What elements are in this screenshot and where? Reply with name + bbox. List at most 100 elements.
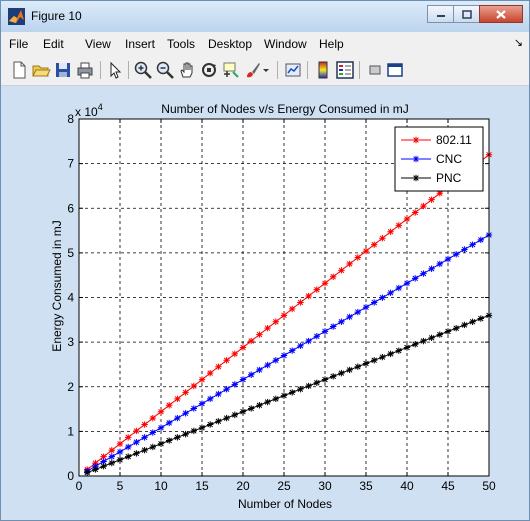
series-marker-0 <box>338 267 345 274</box>
series-marker-2 <box>346 366 353 374</box>
menu-file[interactable]: File <box>9 37 29 51</box>
series-marker-2 <box>403 344 411 351</box>
series-marker-2 <box>125 453 132 460</box>
brush-dropdown-icon[interactable] <box>261 60 271 80</box>
series-marker-2 <box>362 360 370 367</box>
series-marker-0 <box>346 260 353 268</box>
brush-icon[interactable] <box>243 60 263 80</box>
open-file-icon[interactable] <box>31 60 51 80</box>
title-bar[interactable]: Figure 10 <box>1 1 529 33</box>
series-marker-1 <box>453 251 460 258</box>
series-marker-0 <box>330 273 337 280</box>
series-marker-0 <box>174 395 181 403</box>
series-marker-0 <box>387 228 394 236</box>
y-tick-label: 3 <box>67 335 74 349</box>
menu-overflow-icon[interactable]: ↘ <box>513 37 523 49</box>
series-marker-2 <box>108 459 115 467</box>
x-tick-label: 30 <box>318 479 332 493</box>
zoom-out-icon[interactable] <box>155 60 175 80</box>
menu-desktop[interactable]: Desktop <box>208 37 253 51</box>
save-icon[interactable] <box>53 60 73 80</box>
series-marker-2 <box>354 363 361 370</box>
y-tick-label: 5 <box>67 246 74 260</box>
series-marker-1 <box>395 284 402 292</box>
close-button[interactable] <box>479 5 523 23</box>
menu-edit[interactable]: Edit <box>43 37 64 51</box>
series-marker-1 <box>305 337 312 345</box>
series-marker-1 <box>264 361 271 369</box>
window-title: Figure 10 <box>31 9 82 23</box>
series-marker-0 <box>420 202 427 210</box>
show-plot-tools-icon[interactable] <box>385 60 405 80</box>
series-marker-2 <box>371 357 378 364</box>
series-marker-1 <box>231 381 238 388</box>
maximize-button[interactable] <box>453 5 480 23</box>
y-tick-labels: 0 1 2 3 4 5 6 7 8 <box>67 112 74 483</box>
series-marker-0 <box>166 402 173 409</box>
menu-insert[interactable]: Insert <box>125 37 156 51</box>
maximize-icon <box>461 9 472 19</box>
series-marker-2 <box>272 395 279 403</box>
pan-icon[interactable] <box>177 60 197 80</box>
series-marker-0 <box>239 344 247 351</box>
legend-entry: PNC <box>436 171 462 185</box>
series-marker-2 <box>289 389 296 396</box>
pointer-icon[interactable] <box>105 60 125 80</box>
data-cursor-icon[interactable] <box>221 60 241 80</box>
x-tick-label: 50 <box>482 479 496 493</box>
minimize-button[interactable] <box>427 5 454 23</box>
legend-marker <box>412 136 420 144</box>
new-figure-icon[interactable] <box>9 60 29 80</box>
menu-view[interactable]: View <box>85 37 111 51</box>
series-marker-0 <box>428 196 435 203</box>
legend[interactable]: 802.11 CNC PNC <box>394 126 484 192</box>
series-marker-0 <box>264 324 271 332</box>
series-marker-1 <box>272 357 279 364</box>
rotate-3d-icon[interactable] <box>199 60 219 80</box>
series-marker-2 <box>461 321 468 329</box>
hide-plot-tools-icon[interactable] <box>365 60 385 80</box>
series-marker-0 <box>305 292 312 300</box>
colorbar-icon[interactable] <box>313 60 333 80</box>
series-marker-2 <box>436 331 443 338</box>
legend-icon[interactable] <box>335 60 355 80</box>
print-icon[interactable] <box>75 60 95 80</box>
series-marker-2 <box>338 369 345 377</box>
series-marker-2 <box>412 341 419 348</box>
menu-window[interactable]: Window <box>264 37 307 51</box>
link-plot-icon[interactable] <box>283 60 303 80</box>
figure-toolbar <box>1 55 529 86</box>
series-marker-2 <box>100 463 107 470</box>
series-marker-2 <box>215 418 222 425</box>
series-marker-1 <box>100 458 107 465</box>
series-marker-1 <box>198 400 206 407</box>
series-marker-1 <box>321 328 329 335</box>
menu-tools[interactable]: Tools <box>167 37 196 51</box>
legend-marker <box>412 174 420 182</box>
series-marker-1 <box>116 448 124 456</box>
x-tick-label: 15 <box>195 479 209 493</box>
y-tick-label: 1 <box>67 424 74 438</box>
menu-help[interactable]: Help <box>319 37 344 51</box>
x-tick-label: 40 <box>400 479 414 493</box>
series-marker-0 <box>371 241 378 248</box>
series-marker-1 <box>280 352 288 359</box>
series-marker-1 <box>477 236 484 244</box>
series-marker-2 <box>231 411 238 419</box>
series-marker-0 <box>141 421 148 428</box>
x-tick-label: 0 <box>76 479 83 493</box>
series-marker-1 <box>461 246 468 253</box>
series-marker-1 <box>371 299 378 306</box>
series-marker-2 <box>133 450 140 457</box>
series-marker-0 <box>313 286 320 293</box>
series-marker-1 <box>133 438 140 446</box>
zoom-in-icon[interactable] <box>133 60 153 80</box>
series-marker-2 <box>379 353 386 361</box>
series-marker-0 <box>395 222 402 229</box>
series-marker-1 <box>379 294 386 301</box>
series-marker-2 <box>469 318 476 325</box>
series-marker-1 <box>182 410 189 417</box>
series-marker-1 <box>248 371 255 378</box>
